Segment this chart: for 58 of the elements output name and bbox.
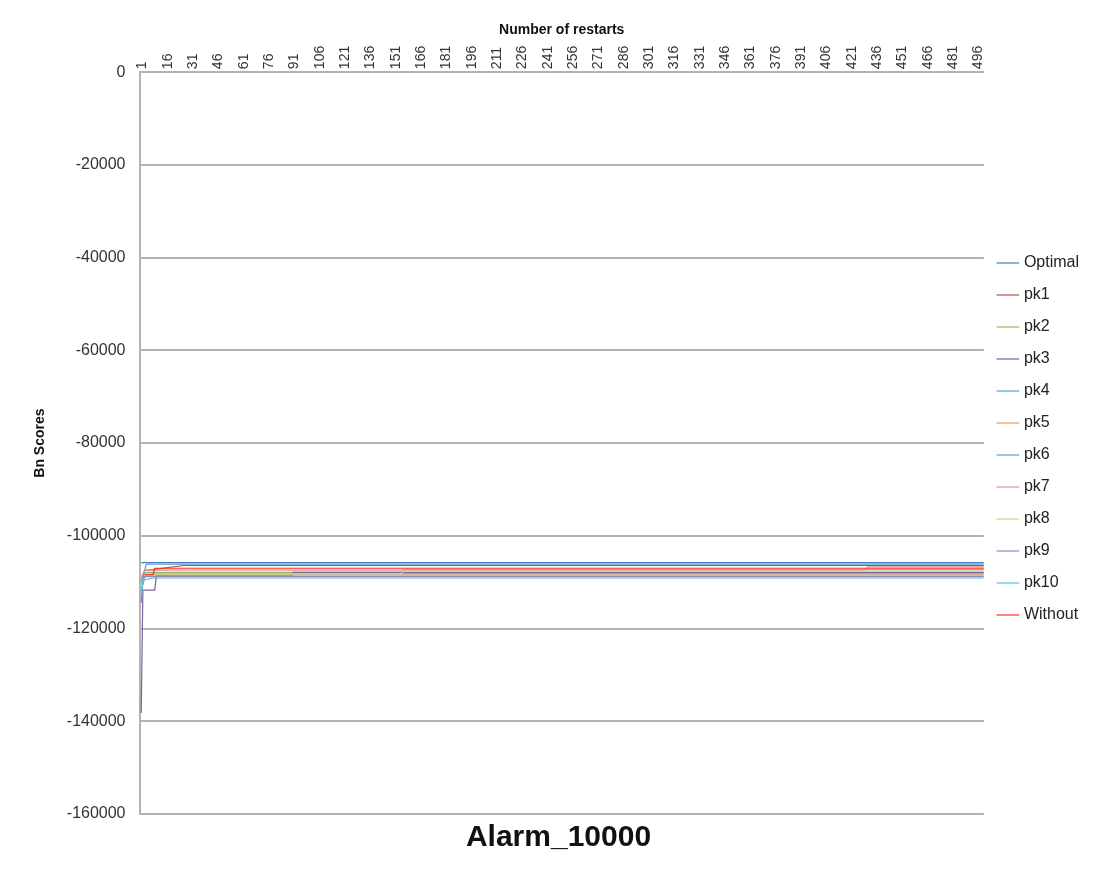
legend-label: pk3 [1023,349,1050,367]
x-tick-label: 136 [361,45,378,70]
x-tick-label: 316 [665,45,682,70]
y-tick-label: -80000 [75,433,126,451]
legend-label: pk1 [1023,285,1050,303]
x-tick-label: 256 [563,45,580,70]
legend-label: Without [1023,605,1079,623]
x-tick-label: 286 [614,45,631,70]
x-tick-label: 181 [437,45,454,70]
x-tick-label: 211 [487,46,504,70]
x-tick-label: 46 [209,53,226,70]
x-tick-label: 421 [842,45,859,70]
legend-label: pk7 [1023,477,1050,495]
x-tick-label: 121 [335,45,352,70]
x-tick-label: 196 [462,45,479,70]
legend-label: pk4 [1023,381,1050,399]
x-tick-label: 346 [715,45,732,70]
x-tick-label: 376 [766,45,783,70]
y-tick-label: -40000 [75,248,126,266]
x-tick-label: 31 [183,53,200,70]
x-tick-label: 106 [310,45,327,70]
legend-label: pk2 [1023,317,1050,335]
y-axis-title: Bn Scores [31,408,48,478]
x-tick-label: 151 [386,45,403,70]
x-tick-label: 331 [690,45,707,70]
x-tick-label: 481 [943,45,960,70]
x-tick-label: 226 [513,45,530,70]
x-tick-label: 76 [259,53,276,70]
x-tick-label: 406 [817,45,834,70]
y-tick-label: -160000 [66,804,126,822]
x-tick-label: 271 [589,45,606,70]
x-tick-label: 391 [791,45,808,70]
x-tick-label: 241 [538,45,555,70]
legend-label: pk10 [1023,573,1059,591]
x-tick-label: 436 [867,45,884,70]
x-tick-label: 1 [133,61,150,70]
x-tick-label: 496 [969,45,986,70]
legend-label: Optimal [1023,253,1079,271]
x-tick-label: 466 [918,45,935,70]
legend-label: pk8 [1023,509,1050,527]
x-tick-label: 166 [411,45,428,70]
x-axis-title: Number of restarts [499,21,625,38]
legend-label: pk9 [1023,541,1050,559]
y-tick-label: -140000 [66,711,126,729]
x-tick-label: 61 [234,53,251,70]
x-tick-label: 451 [893,45,910,70]
x-tick-label: 91 [285,53,302,70]
legend-label: pk6 [1023,445,1050,463]
x-tick-label: 301 [639,45,656,70]
y-tick-label: 0 [116,62,126,80]
x-tick-label: 361 [741,45,758,70]
legend-label: pk5 [1023,413,1050,431]
text: Alarm_10000 [465,819,652,853]
y-tick-label: -120000 [66,618,126,636]
y-tick-label: -60000 [75,340,126,358]
y-tick-label: -20000 [75,155,126,173]
x-tick-label: 16 [158,53,175,70]
y-tick-label: -100000 [66,526,126,544]
